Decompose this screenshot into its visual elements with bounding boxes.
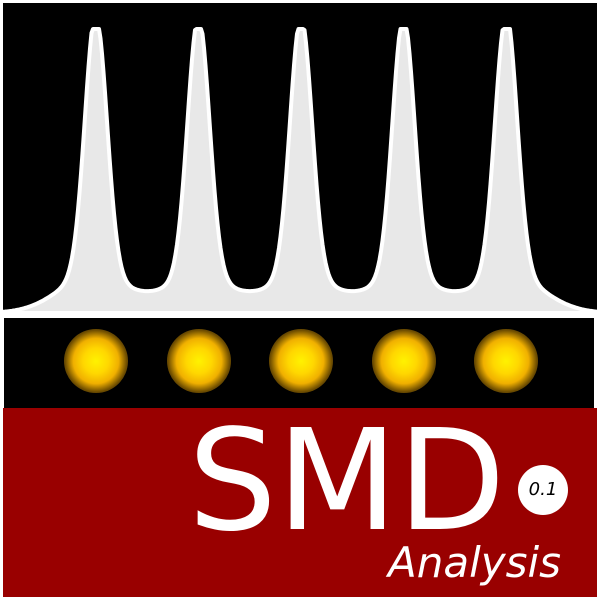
fluorescent-spot [371, 329, 436, 393]
fluorescent-spot [166, 329, 231, 393]
fluorescent-spot [474, 329, 538, 393]
intensity-peaks-panel [3, 3, 597, 315]
fluorescent-spot [269, 329, 333, 393]
intensity-peaks-graphic [3, 27, 597, 315]
version-badge: 0.1 [518, 465, 568, 515]
logo-subtitle: Analysis [388, 538, 562, 587]
intensity-peaks-curve [3, 27, 597, 315]
fluorescent-spot [64, 329, 128, 393]
title-band [3, 408, 597, 597]
logo-title: SMD [188, 400, 506, 563]
